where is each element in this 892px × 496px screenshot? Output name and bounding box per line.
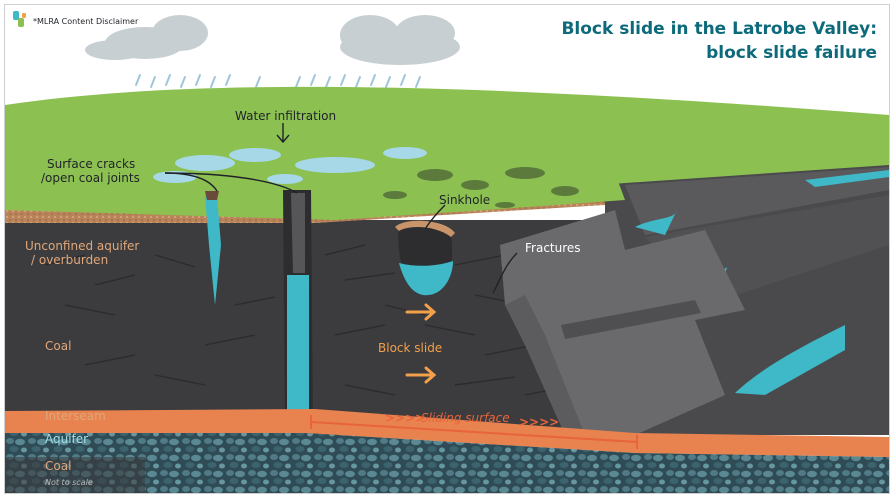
sliding-surface-marker [310,415,638,449]
grass-patches [383,167,579,208]
aquifer-layer [5,433,889,493]
grass-top [5,145,625,220]
surface-puddles [153,147,427,184]
coal-lower-label: Coal [45,459,72,473]
sliding-surface-chevrons-right: >>>> [519,415,560,429]
water-infiltration-label: Water infiltration [235,109,337,123]
mlra-logo [13,11,26,27]
block-slide-label: Block slide [378,341,443,355]
interseam-label: Interseam [45,409,106,423]
aquifer-label: Aquifer [45,432,89,446]
coal-body [5,220,625,435]
diagram-frame: *MLRA Content Disclaimer Block slide in … [4,4,890,494]
coal-lower-layer [5,457,145,493]
coal-upper-label: Coal [45,339,72,353]
surface-cracks [205,190,313,430]
content-disclaimer[interactable]: *MLRA Content Disclaimer [33,17,139,26]
title-line-2: block slide failure [706,43,877,63]
unconfined-aquifer-label: Unconfined aquifer [25,239,140,253]
surface-cracks-label: Surface cracks [47,157,136,171]
interseam-layer [5,409,889,457]
block-slide-diagram [5,5,889,493]
open-coal-joints-label: /open coal joints [41,171,140,185]
overburden-label: / overburden [31,253,109,267]
fractures-label: Fractures [525,241,581,255]
cloud-left [85,15,208,60]
sliding-surface-label: Sliding surface [421,411,510,425]
cloud-right [340,15,460,65]
block-slide-arrows [405,303,437,384]
sliding-surface-chevrons-left: >>>> [385,411,426,425]
sinkhole-shape [395,220,455,296]
not-to-scale-label: Not to scale [45,478,93,487]
sinkhole-label: Sinkhole [439,193,491,207]
title-line-1: Block slide in the Latrobe Valley: [561,19,877,39]
leader-lines [164,123,518,294]
